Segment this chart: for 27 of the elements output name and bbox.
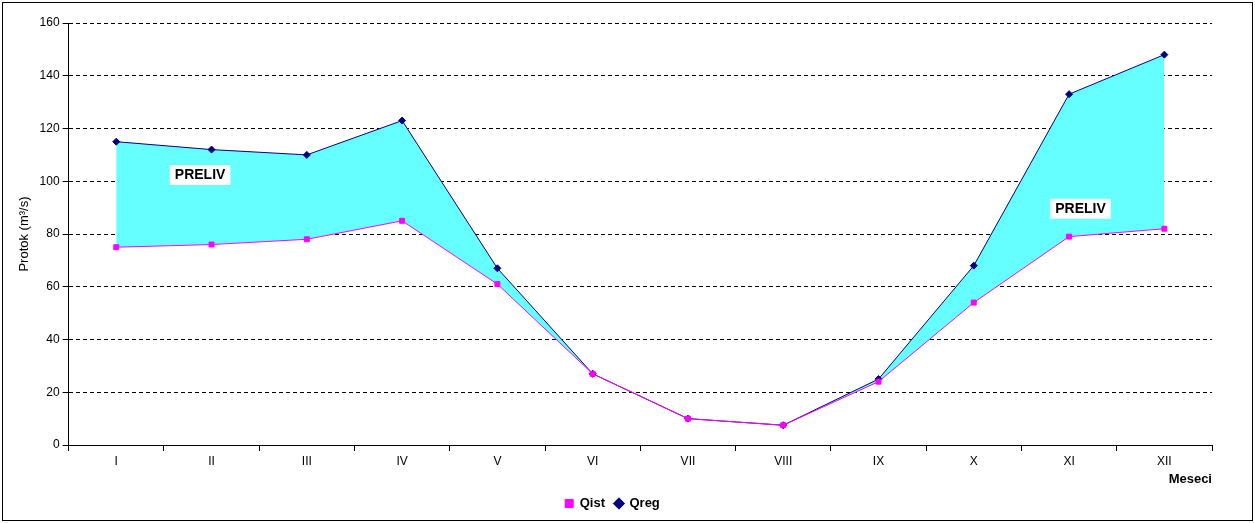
x-axis-title: Meseci <box>1168 470 1212 486</box>
annotation: PRELIV <box>1055 199 1107 216</box>
annotation: PRELIV <box>174 165 227 182</box>
x-tick-label: X <box>969 453 978 468</box>
x-tick-label: I <box>114 453 118 468</box>
y-tick-label: 160 <box>39 15 60 30</box>
y-tick-label: 100 <box>39 173 60 188</box>
y-tick-label: 20 <box>46 384 60 399</box>
legend-label: Qreg <box>629 495 660 511</box>
x-tick-label: VI <box>587 453 599 468</box>
x-tick-label: III <box>301 453 312 468</box>
y-tick-label: 120 <box>39 120 60 135</box>
y-tick-label: 140 <box>39 68 60 83</box>
y-tick-label: 0 <box>52 437 60 452</box>
x-tick-label: XII <box>1157 453 1172 468</box>
x-tick-label: XI <box>1063 453 1075 468</box>
x-tick-label: IV <box>396 453 408 468</box>
x-tick-label: V <box>493 453 502 468</box>
y-axis-title: Protok (m³/s) <box>16 196 32 272</box>
x-tick-label: VIII <box>774 453 793 468</box>
x-tick-label: VII <box>680 453 696 468</box>
y-tick-label: 40 <box>46 331 60 346</box>
x-tick-label: II <box>208 453 215 468</box>
y-tick-label: 80 <box>46 226 60 241</box>
y-tick-label: 60 <box>46 279 60 294</box>
x-tick-label: IX <box>872 453 885 468</box>
legend-label: Qist <box>579 495 606 511</box>
